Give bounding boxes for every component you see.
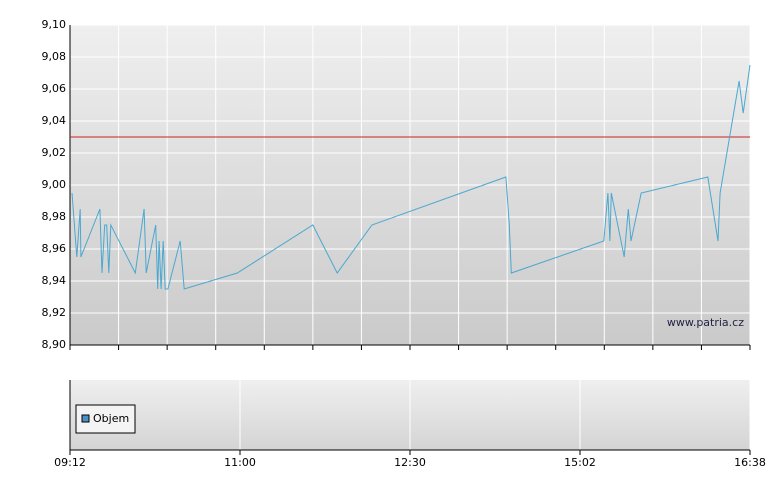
x-tick-label: 12:30 xyxy=(394,456,426,469)
y-tick-label: 8,90 xyxy=(42,338,67,351)
x-tick-label: 09:12 xyxy=(54,456,86,469)
legend-label: Objem xyxy=(93,412,129,425)
y-tick-label: 9,00 xyxy=(42,178,67,191)
y-tick-label: 9,04 xyxy=(42,114,67,127)
y-tick-label: 8,96 xyxy=(42,242,67,255)
x-tick-label: 15:02 xyxy=(564,456,596,469)
watermark: www.patria.cz xyxy=(667,316,744,329)
y-tick-label: 9,02 xyxy=(42,146,67,159)
x-tick-label: 11:00 xyxy=(224,456,256,469)
y-tick-label: 9,10 xyxy=(42,18,67,31)
price-line xyxy=(71,64,751,290)
x-tick-label: 16:38 xyxy=(734,456,766,469)
legend-swatch xyxy=(81,414,90,423)
y-tick-label: 8,92 xyxy=(42,306,67,319)
y-tick-label: 9,08 xyxy=(42,50,67,63)
y-tick-label: 9,06 xyxy=(42,82,67,95)
y-tick-label: 8,98 xyxy=(42,210,67,223)
y-tick-label: 8,94 xyxy=(42,274,67,287)
